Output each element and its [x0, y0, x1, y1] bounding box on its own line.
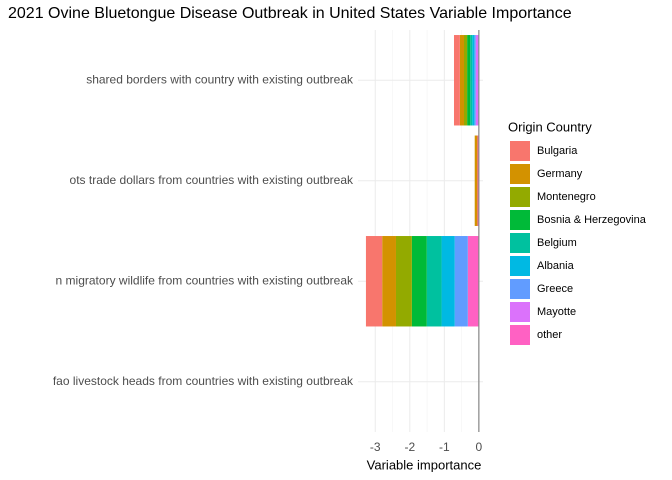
y-tick-label: fao livestock heads from countries with … [53, 374, 354, 388]
y-tick-label: shared borders with country with existin… [86, 72, 354, 86]
legend-label: Greece [537, 283, 573, 295]
legend-label: Mayotte [537, 306, 576, 318]
bar-segment [467, 236, 479, 327]
bar-segment [475, 35, 479, 126]
bar-segment [467, 35, 471, 126]
legend-key [510, 187, 530, 207]
legend-key [510, 141, 530, 161]
bar-segment [477, 135, 479, 226]
bar-segment [474, 135, 478, 226]
bar-segment [441, 236, 455, 327]
x-axis-label: Variable importance [367, 457, 482, 472]
bar-segment [426, 236, 442, 327]
legend-label: Montenegro [537, 191, 596, 203]
legend-label: other [537, 329, 562, 341]
chart-title: 2021 Ovine Bluetongue Disease Outbreak i… [8, 5, 572, 22]
bar-segment [395, 236, 412, 327]
legend-label: Germany [537, 168, 583, 180]
bar-segment [454, 236, 468, 327]
x-tick-label: -3 [370, 440, 381, 454]
x-tick-label: 0 [476, 440, 483, 454]
legend-label: Bosnia & Herzegovina [537, 214, 647, 226]
bar-segment [464, 35, 468, 126]
bar-segment [453, 35, 460, 126]
legend-key [510, 256, 530, 276]
legend-key [510, 302, 530, 322]
legend-key [510, 164, 530, 184]
bar-segment [459, 35, 465, 126]
legend-key [510, 233, 530, 253]
legend-key [510, 210, 530, 230]
legend-label: Bulgaria [537, 145, 578, 157]
bar-segment [470, 35, 473, 126]
bar-segment [365, 236, 383, 327]
y-tick-label: n migratory wildlife from countries with… [56, 273, 354, 287]
y-tick-label: ots trade dollars from countries with ex… [70, 173, 354, 187]
legend-label: Albania [537, 260, 575, 272]
bar-segment [472, 35, 475, 126]
x-tick-label: -2 [404, 440, 415, 454]
bar-segment [411, 236, 427, 327]
bar-segment [382, 236, 396, 327]
legend-label: Belgium [537, 237, 577, 249]
legend-title: Origin Country [508, 119, 592, 134]
legend-key [510, 325, 530, 345]
bar-segment [474, 35, 476, 126]
legend-key [510, 279, 530, 299]
x-tick-label: -1 [439, 440, 450, 454]
